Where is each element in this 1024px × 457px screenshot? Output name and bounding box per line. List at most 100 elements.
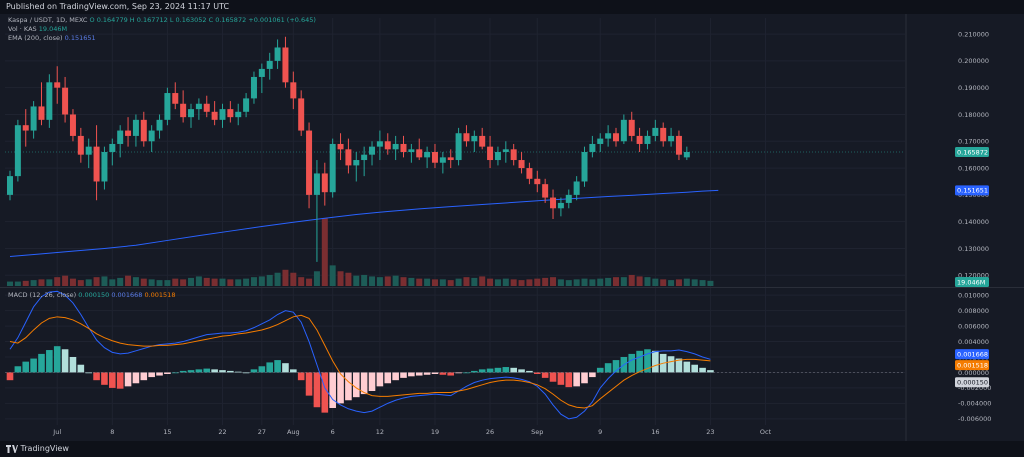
volume-bar [557,279,564,286]
candle-body [345,149,352,166]
volume-bar [463,277,470,286]
volume-bar [565,280,572,286]
candle-body [125,130,132,136]
volume-bar [597,278,604,286]
macd-histogram-bar [455,372,462,374]
volume-bar [140,278,147,286]
candle-body [392,143,399,150]
candle-body [502,149,509,152]
volume-bar [69,278,76,286]
volume-bar [652,278,659,286]
symbol-label: Kaspa / USDT, 1D, MEXC [8,16,88,24]
volume-bar [581,278,588,286]
macd-histogram-bar [250,369,258,373]
candle-body [628,119,635,136]
macd-histogram-bar [502,367,510,373]
macd-histogram-bar [518,369,525,373]
candle-body [581,152,588,182]
volume-bar [510,279,517,286]
macd-tick-label: -0.002000 [958,384,991,392]
macd-histogram-bar [313,372,321,408]
macd-histogram-bar [234,371,242,373]
candle-body [85,146,92,155]
candle-body [250,76,257,99]
candle-body [369,146,376,155]
price-tick-label: 0.130000 [958,245,989,253]
candle-body [408,149,415,152]
volume-bar [707,280,714,286]
volume-bar [487,278,494,286]
volume-bar [455,278,462,286]
macd-histogram-bar [636,350,643,373]
volume-bar [219,278,226,286]
volume-bar [258,276,265,286]
candle-body [227,109,234,118]
candle-body [361,154,368,161]
candle-body [77,135,84,155]
candle-body [38,106,45,120]
macd-histogram-bar [652,350,659,373]
volume-bar [384,276,391,286]
macd-tag-bg [955,349,989,360]
last-price-tag-bg [955,147,989,157]
volume-bar [7,281,13,286]
volume-bar [447,280,454,286]
volume-bar [392,275,399,286]
volume-bar [282,269,289,286]
macd-histogram-bar [195,369,203,373]
volume-bar [14,281,21,286]
candle-body [243,98,250,112]
volume-tag-bg [955,277,989,287]
macd-histogram-bar [494,367,502,373]
volume-bar [188,277,195,286]
volume-bar [644,277,651,286]
price-tick-label: 0.190000 [958,84,989,92]
macd-histogram-bar [384,372,392,384]
volume-bar [290,272,297,286]
time-tick-label: 8 [110,428,114,436]
macd-histogram-bar [337,372,344,404]
volume-value: 19.046M [38,25,68,33]
ema-legend: EMA (200, close) 0.151651 [8,34,96,43]
hist-tag: 0.000150 [957,379,988,387]
time-tick-label: 12 [376,428,384,436]
volume-bar [62,275,69,286]
macd-histogram-bar [392,372,399,381]
volume-bar [550,277,557,286]
volume-bar [542,277,549,286]
volume-bar [589,279,596,286]
macd-histogram-bar [101,372,108,385]
volume-bar [306,278,313,286]
footer-bar: TradingView [0,441,1024,457]
volume-bar [361,274,368,286]
macd-histogram-bar [400,372,407,378]
volume-bar [573,279,580,286]
ema-line [9,189,719,258]
candle-body [526,168,533,179]
macd-histogram-bar [431,372,439,374]
time-tick-label: 9 [598,428,602,436]
macd-histogram-bar [667,356,675,373]
volume-bar [22,280,29,286]
macd-histogram-bar [573,372,580,387]
volume-legend: Vol · KAS 19.046M [8,25,67,34]
macd-histogram-bar [707,370,714,373]
time-tick-label: 16 [651,428,659,436]
macd-histogram-bar [368,372,376,391]
candle-body [69,114,76,136]
volume-bar [117,277,124,286]
volume-bar [518,280,525,286]
price-tick-label: 0.180000 [958,111,989,119]
price-tick-label: 0.140000 [958,218,989,226]
volume-bar [424,278,431,286]
macd-histogram-bar [171,372,179,374]
volume-bar [353,275,360,286]
macd-histogram-bar [77,364,85,373]
macd-histogram-bar [471,370,478,373]
volume-bar [250,277,257,286]
volume-bar [439,279,446,286]
volume-bar [636,276,643,286]
candle-body [22,125,29,131]
candle-body [675,135,682,155]
